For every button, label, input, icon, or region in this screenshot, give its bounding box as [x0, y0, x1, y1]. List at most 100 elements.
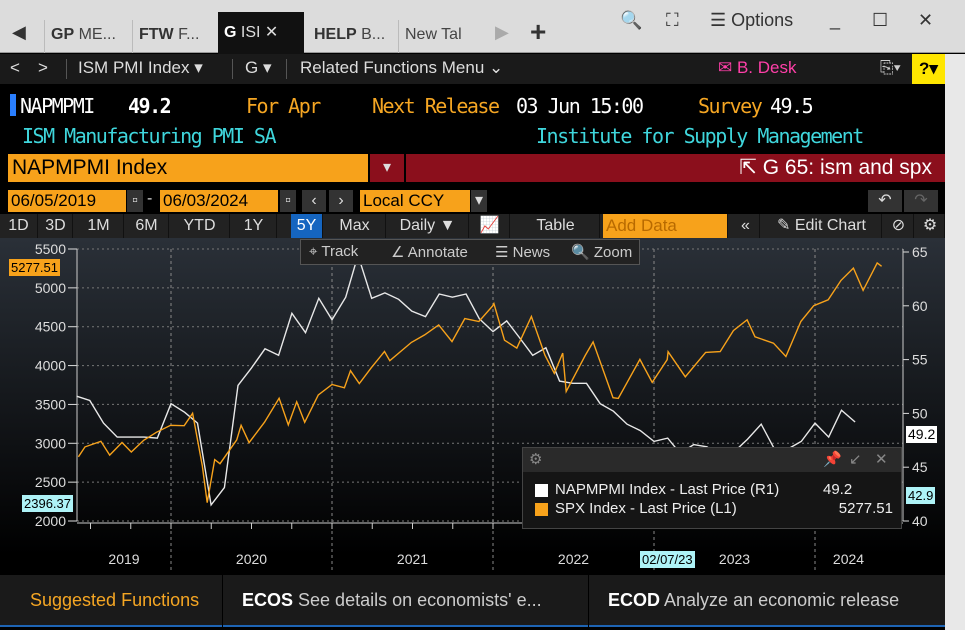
edit-chart-button[interactable]: ✎ Edit Chart	[762, 214, 882, 238]
ecod-link[interactable]: ECOD Analyze an economic release	[608, 590, 899, 611]
settings-gear-icon[interactable]: ⚙	[916, 214, 945, 238]
add-data-input[interactable]: Add Data	[603, 214, 728, 238]
right-tick-label: 60	[912, 298, 928, 314]
legend-header: ⚙ 📌 ↙ ✕	[523, 448, 901, 472]
end-calendar-icon[interactable]: ▫	[280, 190, 296, 212]
x-tick-label: 2024	[833, 551, 864, 567]
range-6m[interactable]: 6M	[125, 214, 169, 238]
edit-chart-label: Edit Chart	[794, 217, 866, 234]
related-functions-menu[interactable]: Related Functions Menu ⌄	[300, 58, 504, 77]
end-date-input[interactable]: 06/03/2024	[160, 190, 278, 212]
left-tick-label: 5500	[35, 241, 66, 257]
tab-scroll-right-icon[interactable]: ▶	[495, 22, 509, 42]
forward-button[interactable]: >	[38, 58, 48, 77]
left-tick-label: 2000	[35, 513, 66, 529]
fullscreen-icon[interactable]: ⛶	[666, 10, 679, 30]
security-label: ISM PMI Index	[78, 58, 190, 77]
close-window-button[interactable]: ✕	[918, 10, 934, 30]
legend-gear-icon[interactable]: ⚙	[529, 451, 543, 468]
currency-dropdown-icon[interactable]: ▾	[471, 190, 487, 212]
news-label: News	[512, 244, 551, 261]
start-date-input[interactable]: 06/05/2019	[8, 190, 126, 212]
undo-button[interactable]: ↶	[868, 190, 902, 212]
close-tab-icon[interactable]: ✕	[264, 24, 279, 41]
security-dropdown[interactable]: ISM PMI Index ▾	[78, 58, 203, 77]
function-title: G 65: ism and spx	[762, 156, 932, 179]
help-button[interactable]: ?▾	[912, 54, 945, 84]
date-next-button[interactable]: ›	[329, 190, 353, 212]
tab-label: New Tal	[405, 26, 462, 43]
tab-new[interactable]: New Tal	[398, 20, 474, 53]
ecos-code: ECOS	[242, 590, 294, 610]
tab-ftw[interactable]: FTW F...	[132, 20, 216, 53]
left-tick-label: 5000	[35, 280, 66, 296]
search-zoom-icon[interactable]: 🔍	[620, 10, 643, 30]
range-1m[interactable]: 1M	[74, 214, 124, 238]
pin-icon[interactable]: 📌	[823, 451, 842, 468]
security-dropdown-icon[interactable]: ▾	[370, 154, 404, 182]
left-tick-label: 4000	[35, 358, 66, 374]
minimize-legend-icon[interactable]: ↙	[849, 451, 862, 468]
ecos-desc: See details on economists' e...	[298, 590, 542, 610]
chart-type-icon[interactable]: 📈	[470, 214, 510, 238]
range-3d[interactable]: 3D	[39, 214, 73, 238]
news-tool[interactable]: ☰ News	[495, 244, 551, 261]
zoom-tool[interactable]: 🔍 Zoom	[571, 244, 633, 261]
add-tab-button[interactable]: +	[530, 16, 547, 47]
left-tick-label: 4500	[35, 319, 66, 335]
tab-help[interactable]: HELP B...	[308, 20, 394, 53]
x-tick-label: 2022	[558, 551, 589, 567]
tab-gp[interactable]: GP ME...	[44, 20, 128, 53]
tab-scroll-left-icon[interactable]: ◀	[12, 22, 26, 42]
legend-value-spx: 5277.51	[838, 500, 893, 517]
spx-low-badge: 2396.37	[22, 495, 73, 512]
ticker-marker	[10, 94, 16, 116]
track-label: Track	[321, 243, 359, 260]
right-tick-label: 45	[912, 459, 928, 475]
left-tick-label: 3000	[35, 435, 66, 451]
options-button[interactable]: ☰ Options	[710, 10, 794, 30]
right-tick-label: 55	[912, 352, 928, 368]
tab-label: ME...	[78, 26, 116, 43]
range-1y[interactable]: 1Y	[231, 214, 277, 238]
security-input[interactable]: NAPMPMI Index	[8, 154, 368, 182]
left-tick-label: 3500	[35, 396, 66, 412]
left-tick-label: 2500	[35, 474, 66, 490]
legend-label-pmi: NAPMPMI Index - Last Price (R1)	[555, 481, 780, 498]
frequency-dropdown[interactable]: Daily ▼	[387, 214, 469, 238]
redo-button[interactable]: ↷	[904, 190, 938, 212]
track-tool[interactable]: ⌖ Track	[309, 243, 359, 260]
indicator-name: ISM Manufacturing PMI SA	[22, 124, 276, 148]
annotate-tool[interactable]: ∠ Annotate	[391, 244, 468, 261]
chart-area[interactable]: 2000 2500 3000 3500 4000 4500 5000 5500 40 45 50 55…	[0, 238, 945, 572]
options-label: Options	[731, 10, 794, 30]
annotate-edit-icon[interactable]: ⊘	[884, 214, 914, 238]
chart-svg: 2000 2500 3000 3500 4000 4500 5000 5500 40 45 50 55…	[35, 241, 928, 571]
table-button[interactable]: Table	[512, 214, 600, 238]
date-prev-button[interactable]: ‹	[302, 190, 326, 212]
legend-swatch-pmi	[535, 484, 548, 497]
range-ytd[interactable]: YTD	[170, 214, 230, 238]
ecos-link[interactable]: ECOS See details on economists' e...	[242, 590, 542, 611]
tab-g-active[interactable]: G ISI ✕	[218, 12, 304, 54]
start-calendar-icon[interactable]: ▫	[127, 190, 143, 212]
collapse-icon[interactable]: «	[732, 214, 760, 238]
currency-select[interactable]: Local CCY	[360, 190, 470, 212]
x-tick-label: 2020	[236, 551, 267, 567]
range-5y[interactable]: 5Y	[291, 214, 323, 238]
function-dropdown[interactable]: G ▾	[245, 58, 272, 77]
maximize-button[interactable]: ☐	[872, 10, 889, 30]
b-desk-button[interactable]: ✉ B. Desk	[718, 58, 797, 77]
launch-icon[interactable]: ⇱	[739, 156, 757, 179]
chart-legend[interactable]: ⚙ 📌 ↙ ✕ NAPMPMI Index - Last Price (R1) …	[522, 447, 902, 529]
back-button[interactable]: <	[10, 58, 20, 77]
minimize-button[interactable]: _	[830, 10, 841, 30]
survey-label: Survey	[698, 94, 763, 118]
ticker-value: 49.2	[128, 94, 172, 118]
range-1d[interactable]: 1D	[0, 214, 38, 238]
scrollbar[interactable]	[945, 54, 965, 630]
close-legend-icon[interactable]: ✕	[875, 451, 888, 468]
export-icon[interactable]: ⎘▾	[880, 58, 901, 77]
range-max[interactable]: Max	[324, 214, 386, 238]
x-tick-label: 2023	[719, 551, 750, 567]
